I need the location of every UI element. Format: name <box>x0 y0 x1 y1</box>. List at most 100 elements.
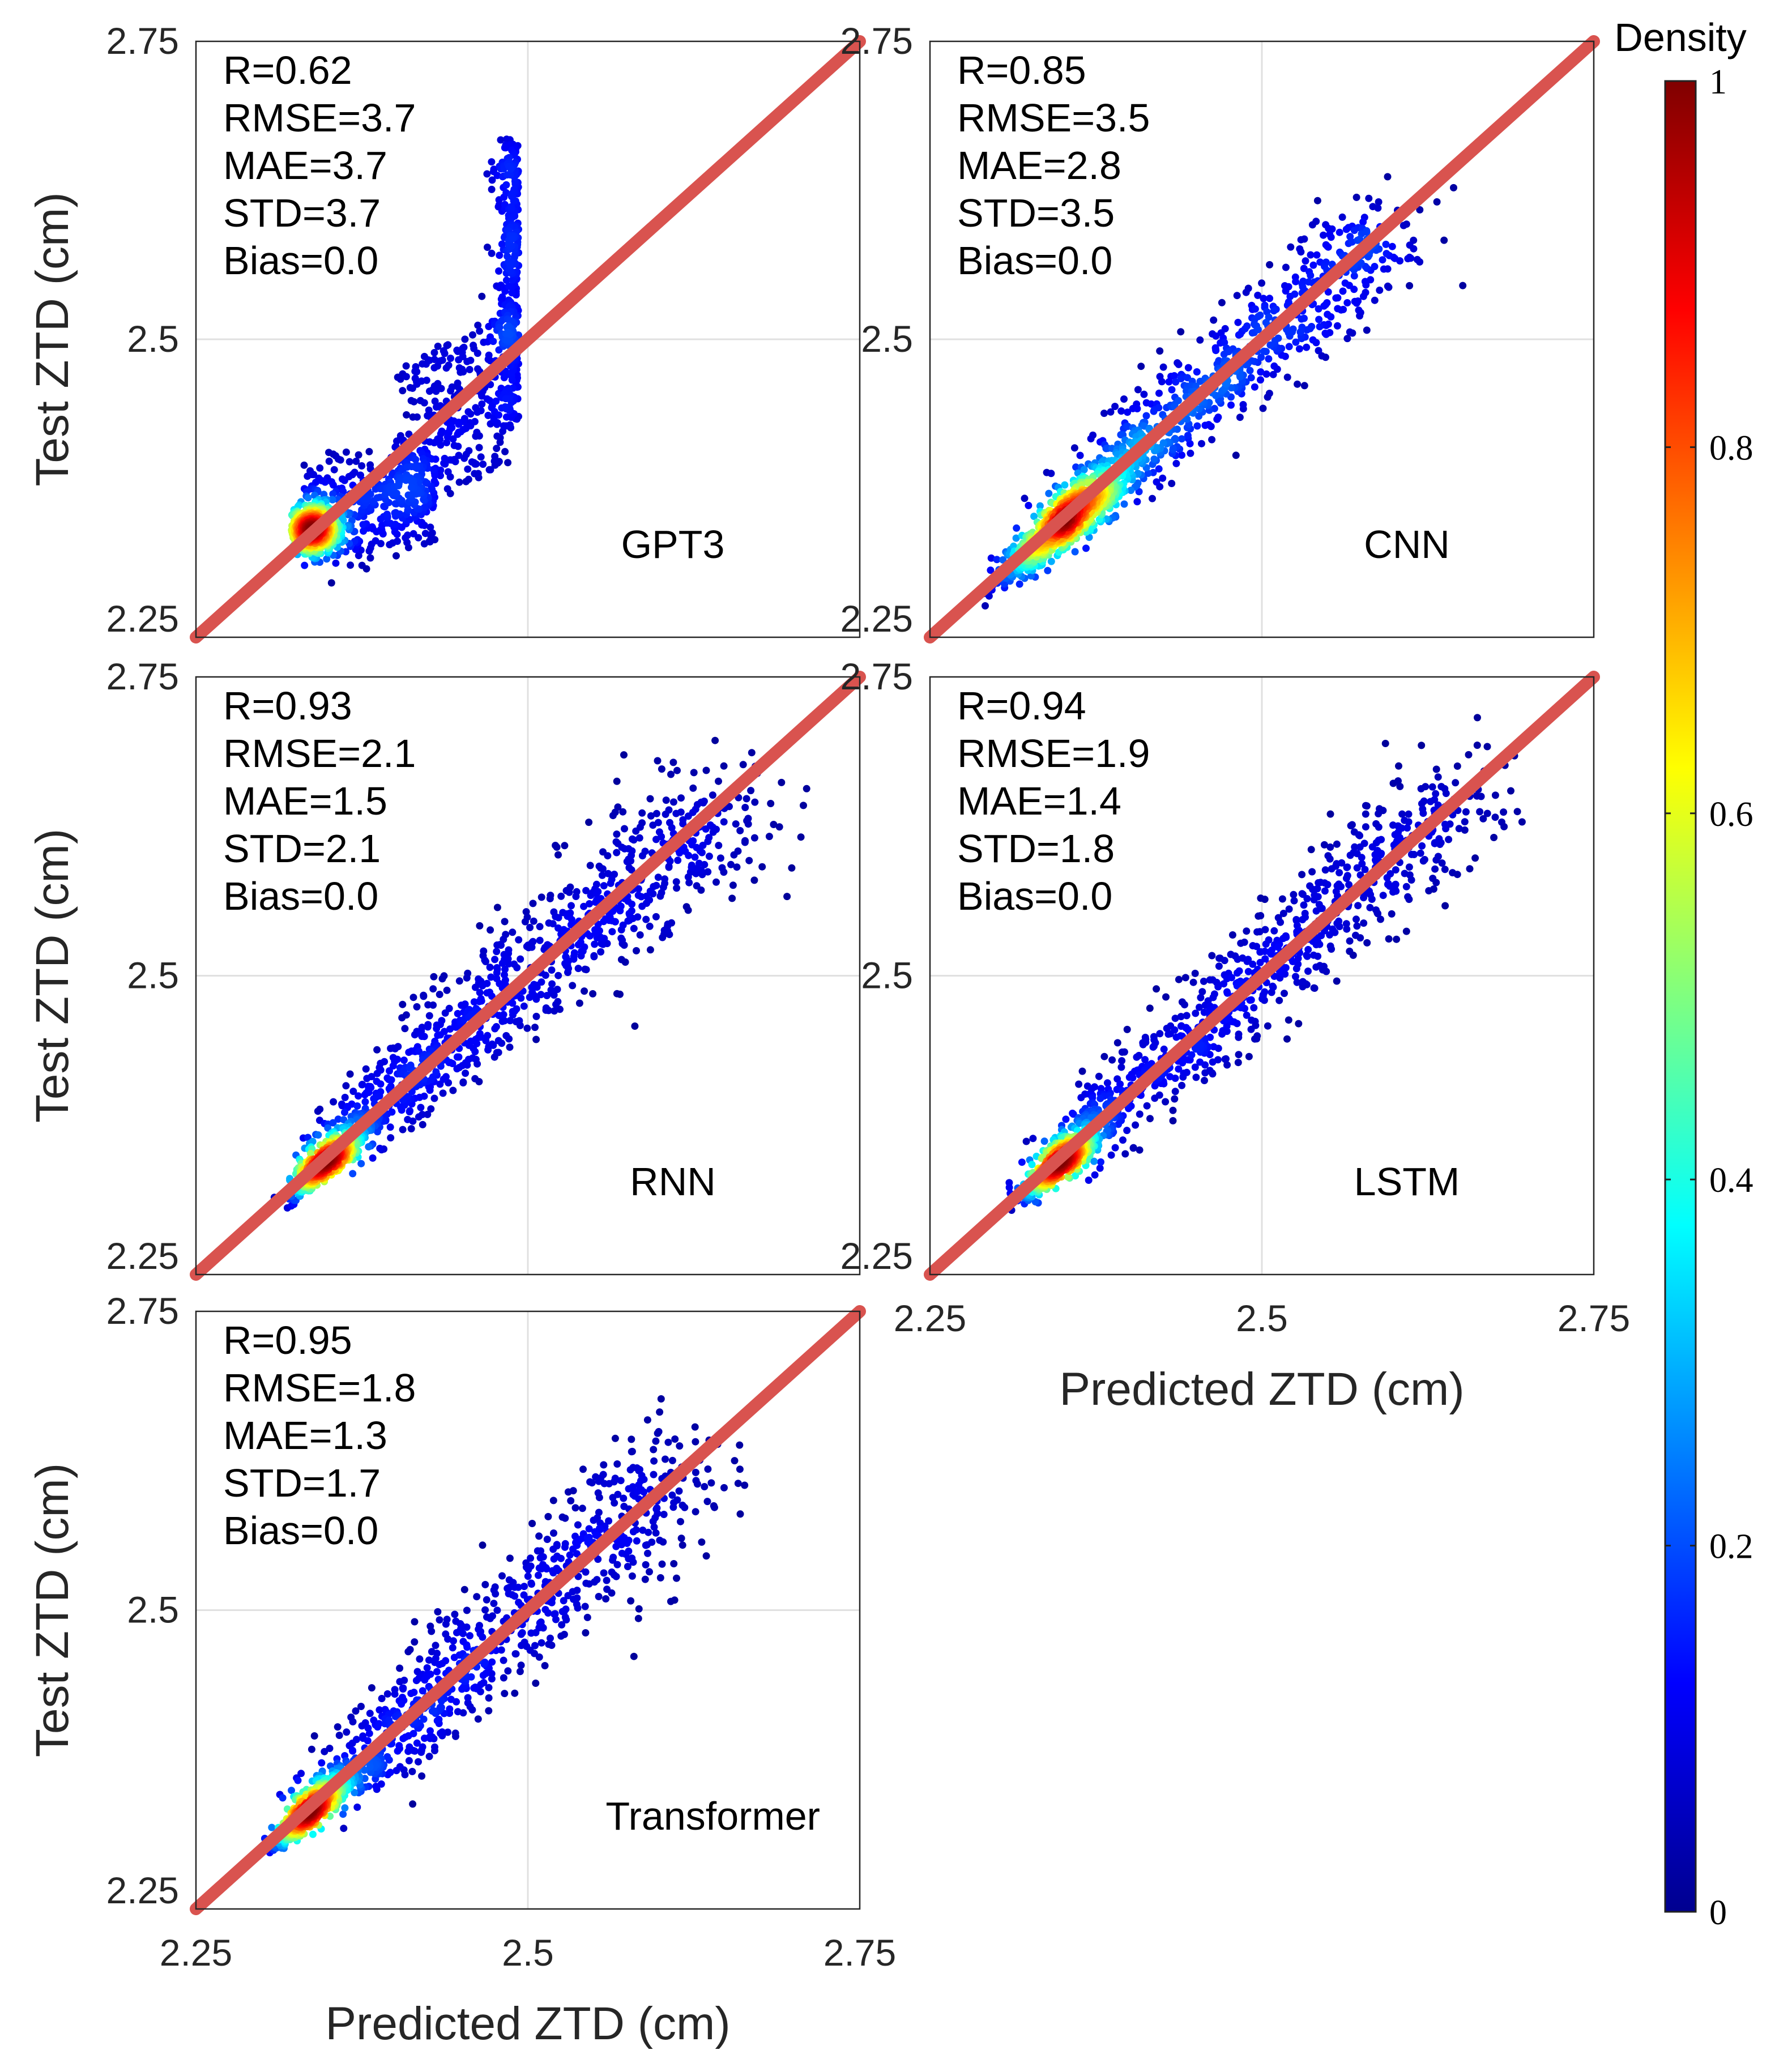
scatter-point <box>401 1025 408 1032</box>
scatter-point <box>326 458 333 465</box>
scatter-point <box>1383 241 1390 248</box>
scatter-point <box>499 960 506 967</box>
scatter-point <box>381 1058 388 1066</box>
scatter-point <box>359 1081 366 1089</box>
scatter-point <box>1071 444 1078 451</box>
scatter-point <box>421 1033 428 1040</box>
scatter-panel-gpt3: 2.252.52.75R=0.62RMSE=3.7MAE=3.7STD=3.7B… <box>27 20 860 640</box>
scatter-point <box>347 561 354 569</box>
scatter-point <box>621 825 628 833</box>
scatter-point <box>670 798 677 806</box>
scatter-point <box>343 449 350 456</box>
scatter-point <box>478 293 485 300</box>
scatter-point <box>500 422 507 429</box>
scatter-point <box>688 862 696 869</box>
scatter-point <box>1232 451 1240 459</box>
scatter-point <box>732 820 740 828</box>
model-name: GPT3 <box>621 522 725 566</box>
scatter-point <box>1371 297 1379 304</box>
scatter-point <box>581 987 588 995</box>
scatter-point <box>1351 298 1359 305</box>
scatter-point <box>403 363 410 370</box>
scatter-point <box>1384 283 1392 290</box>
scatter-point <box>456 479 463 486</box>
stats-line: STD=3.7 <box>223 191 381 235</box>
scatter-point <box>1143 412 1150 420</box>
scatter-point <box>501 403 509 411</box>
scatter-point <box>1440 237 1448 244</box>
scatter-point <box>1260 404 1267 412</box>
scatter-point <box>449 1087 456 1094</box>
scatter-point <box>547 895 554 902</box>
scatter-point <box>1178 435 1185 442</box>
scatter-point <box>750 876 758 884</box>
scatter-point <box>429 1001 437 1009</box>
scatter-point <box>1048 558 1055 565</box>
scatter-point <box>571 949 578 957</box>
scatter-point <box>533 1013 540 1020</box>
scatter-point <box>357 1160 365 1167</box>
scatter-point <box>642 916 650 923</box>
scatter-point <box>403 411 410 419</box>
scatter-point <box>1198 440 1205 448</box>
scatter-point <box>630 836 638 843</box>
scatter-point <box>477 407 485 414</box>
scatter-point <box>587 862 594 869</box>
scatter-point <box>617 935 625 942</box>
scatter-point <box>1061 481 1068 489</box>
scatter-point <box>982 602 989 610</box>
scatter-point <box>440 1076 447 1083</box>
scatter-point <box>1339 288 1347 295</box>
scatter-point <box>674 856 681 864</box>
scatter-point <box>1212 347 1219 354</box>
scatter-point <box>542 971 549 979</box>
scatter-point <box>496 324 504 331</box>
scatter-point <box>1292 278 1299 285</box>
scatter-point <box>530 918 537 925</box>
scatter-point <box>323 555 330 562</box>
scatter-point <box>1124 408 1131 416</box>
scatter-point <box>1315 305 1322 313</box>
scatter-point <box>388 1076 395 1084</box>
scatter-point <box>720 818 728 825</box>
scatter-point <box>630 925 638 932</box>
scatter-point <box>1309 336 1317 344</box>
scatter-point <box>638 902 646 910</box>
scatter-point <box>1291 291 1298 298</box>
scatter-point <box>1140 391 1147 398</box>
scatter-point <box>1117 407 1125 415</box>
scatter-point <box>422 530 429 537</box>
scatter-point <box>472 1035 479 1043</box>
scatter-point <box>461 335 468 343</box>
scatter-point <box>1208 436 1215 444</box>
scatter-point <box>349 1170 356 1177</box>
scatter-point <box>479 461 487 468</box>
scatter-point <box>391 1045 399 1052</box>
scatter-point <box>399 1001 406 1008</box>
scatter-point <box>613 990 621 998</box>
scatter-point <box>494 904 501 911</box>
scatter-point <box>1406 282 1413 289</box>
scatter-point <box>1384 173 1392 181</box>
scatter-point <box>477 453 485 461</box>
scatter-point <box>360 521 367 529</box>
scatter-point <box>314 1107 322 1115</box>
scatter-point <box>1325 244 1332 251</box>
scatter-point <box>471 1075 479 1082</box>
scatter-point <box>403 1011 410 1018</box>
scatter-point <box>531 1024 539 1031</box>
scatter-point <box>1266 261 1273 269</box>
scatter-point <box>486 466 493 474</box>
scatter-point <box>1284 374 1291 381</box>
scatter-point <box>646 923 654 930</box>
scatter-point <box>468 458 476 466</box>
scatter-point <box>528 984 535 991</box>
scatter-point <box>1353 194 1360 201</box>
scatter-point <box>1297 248 1304 255</box>
scatter-point <box>439 975 446 982</box>
scatter-point <box>463 974 471 982</box>
scatter-point <box>1346 329 1354 336</box>
scatter-point <box>365 448 373 455</box>
scatter-point <box>1150 408 1158 415</box>
scatter-point <box>1313 252 1321 259</box>
